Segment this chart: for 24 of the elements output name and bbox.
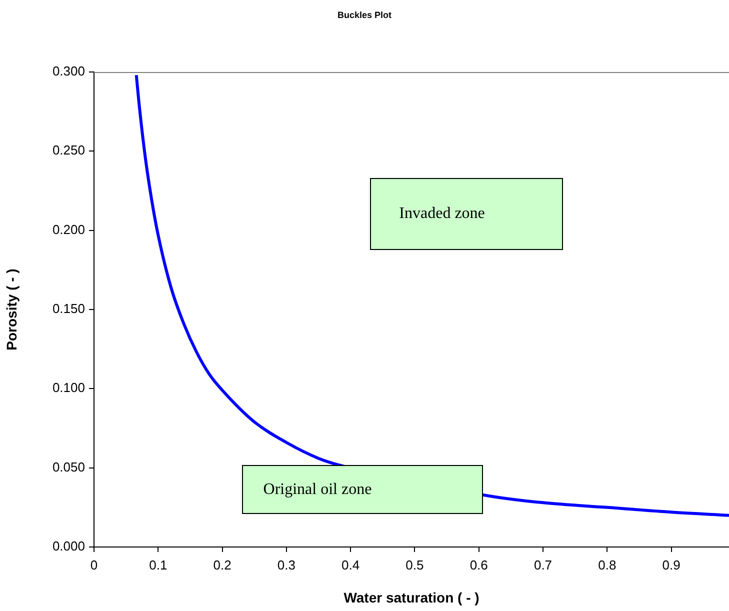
x-tick-label: 0: [90, 557, 98, 572]
x-tick-label: 0.9: [662, 557, 680, 572]
y-tick-label: 0.150: [52, 301, 85, 316]
annotation: Invaded zone: [399, 205, 485, 224]
y-tick-label: 0.200: [52, 222, 85, 237]
x-tick-label: 0.1: [149, 557, 168, 572]
x-tick-label: 0.7: [534, 557, 552, 572]
x-tick-label: 0.2: [213, 557, 232, 572]
chart-title: Buckles Plot: [337, 10, 392, 20]
x-axis-title: Water saturation ( - ): [344, 589, 480, 606]
y-tick-label: 0.000: [52, 538, 85, 554]
y-tick-label: 0.250: [52, 142, 85, 158]
y-tick-label: 0.300: [52, 64, 85, 79]
x-tick-label: 0.6: [470, 557, 488, 572]
annotation: Original oil zone: [263, 480, 372, 498]
text-box: Original oil zone: [242, 464, 484, 514]
y-axis-title: Porosity ( - ): [3, 268, 20, 350]
text-box: Invaded zone: [370, 178, 564, 250]
y-tick-label: 0.100: [52, 380, 85, 396]
x-tick-label: 0.5: [406, 557, 424, 572]
x-tick-label: 0.8: [598, 557, 616, 572]
x-tick-label: 0.4: [342, 557, 360, 572]
y-tick-label: 0.050: [52, 459, 85, 474]
x-tick-label: 0.3: [277, 557, 296, 572]
